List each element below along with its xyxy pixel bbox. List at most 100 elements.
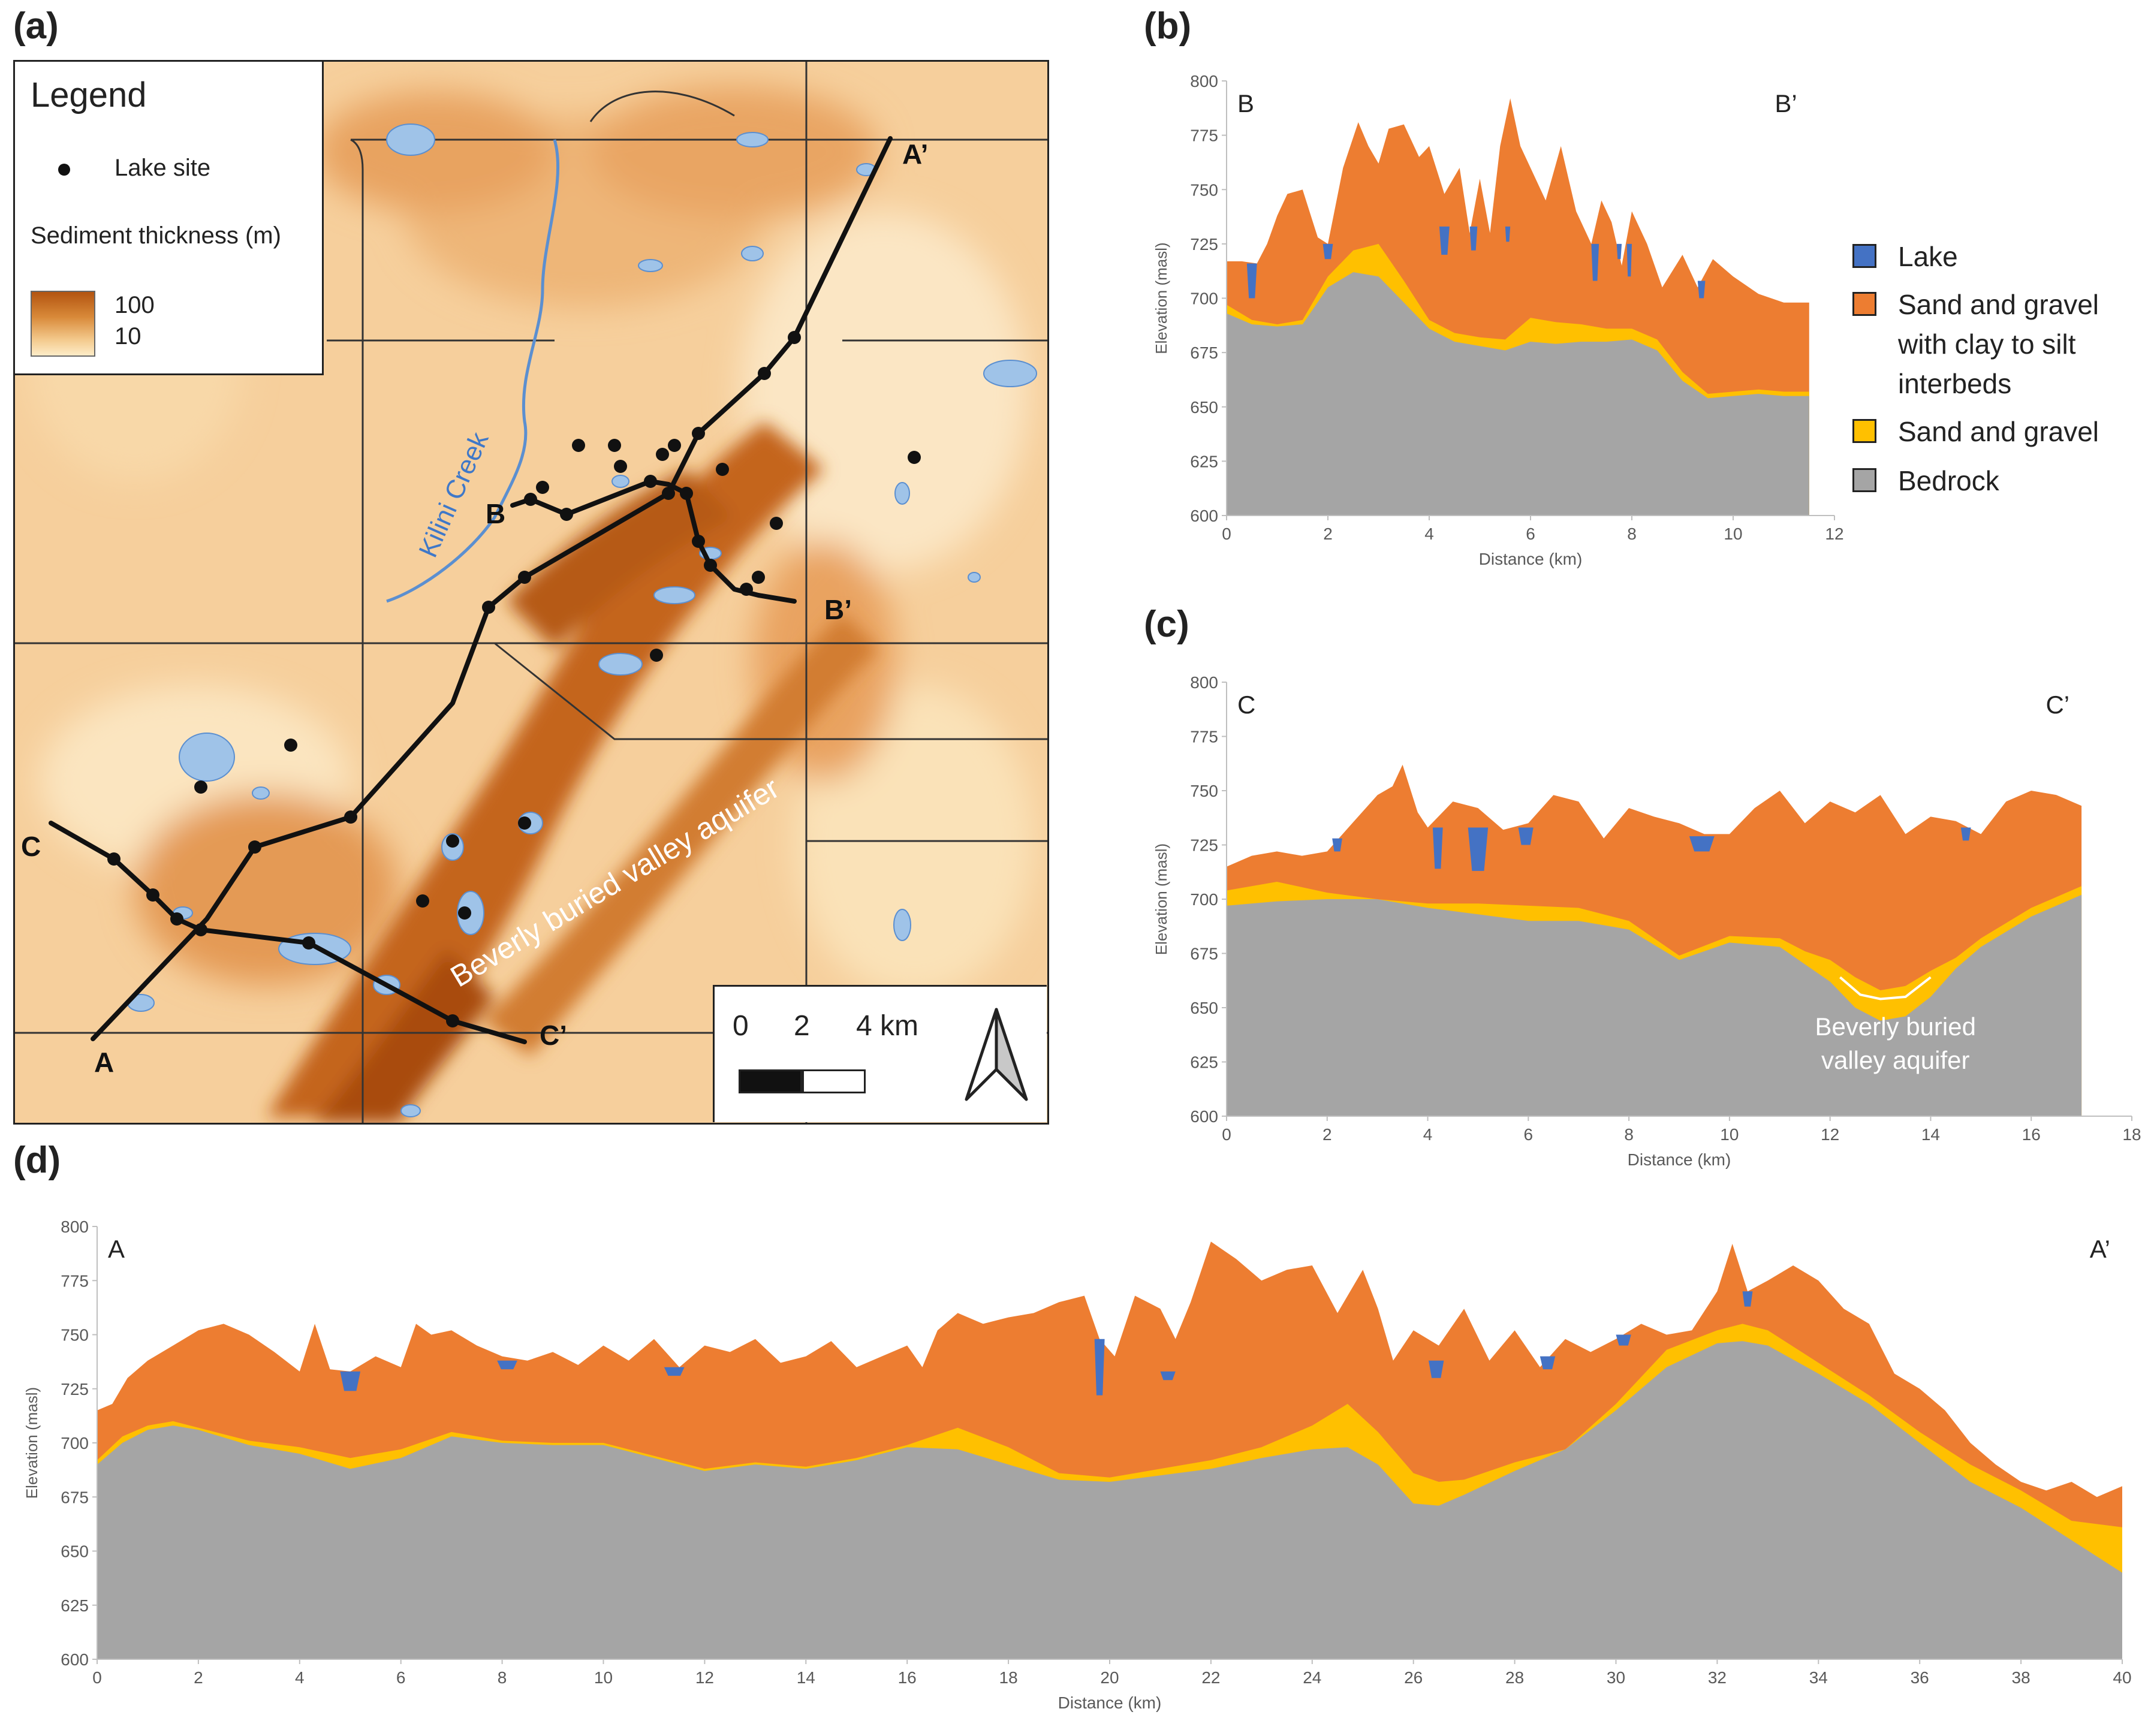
label-b-prime: B’	[824, 594, 852, 625]
x-tick-label: 18	[2122, 1125, 2141, 1144]
lake-mark-1	[497, 1360, 517, 1370]
x-tick-label: 34	[1809, 1668, 1828, 1687]
lake-mark-4	[1160, 1371, 1176, 1381]
label-b: B	[486, 498, 505, 529]
label-a: A	[94, 1047, 114, 1078]
y-axis-title: Elevation (masl)	[1152, 843, 1170, 955]
lake-sites	[107, 331, 921, 1027]
y-tick-label: 675	[61, 1488, 89, 1506]
north-arrow-icon	[965, 1008, 1028, 1101]
scale-tick-4: 4 km	[856, 1010, 919, 1042]
section-start-label: A	[108, 1235, 125, 1263]
x-tick-label: 2	[194, 1668, 203, 1687]
scale-bar-black	[739, 1069, 802, 1093]
y-tick-label: 775	[1190, 126, 1218, 145]
layer-bedrock	[1227, 272, 1809, 516]
label-a-prime: A’	[902, 138, 928, 170]
y-tick-label: 750	[61, 1326, 89, 1345]
x-tick-label: 16	[898, 1668, 917, 1687]
chart-c: 600 625 650 675 700 725 750 775 800 0 2 4 6 8 10 12 14 16…	[1152, 673, 2141, 1169]
lake-mark-8	[1742, 1291, 1753, 1307]
lake-mark-2	[1439, 226, 1450, 255]
layer-bedrock	[97, 1341, 2122, 1659]
section-end-label: B’	[1775, 89, 1797, 117]
y-tick-label: 775	[1190, 728, 1218, 746]
lake-mark-5	[1960, 827, 1971, 841]
aquifer-annotation: valley aquifer	[1821, 1046, 1969, 1074]
aquifer-outline	[1839, 976, 1932, 1000]
x-tick-label: 8	[498, 1668, 507, 1687]
panel-label-c: (c)	[1144, 604, 1189, 645]
section-start-label: B	[1237, 89, 1254, 117]
y-axis-title: Elevation (masl)	[23, 1387, 41, 1499]
y-tick-label: 800	[1190, 72, 1218, 91]
y-tick-label: 650	[1190, 398, 1218, 417]
scale-bar-white	[802, 1069, 866, 1093]
x-tick-label: 2	[1323, 525, 1333, 543]
lake-mark-0	[1332, 838, 1342, 852]
lake-mark-5	[1591, 243, 1599, 281]
bedrock-swatch	[1852, 468, 1876, 492]
x-tick-label: 4	[1423, 1125, 1433, 1144]
y-tick-label: 750	[1190, 782, 1218, 800]
x-tick-label: 22	[1201, 1668, 1220, 1687]
lake-mark-1	[1432, 827, 1443, 869]
x-tick-label: 8	[1624, 1125, 1634, 1144]
y-tick-label: 600	[61, 1650, 89, 1669]
x-tick-label: 12	[1821, 1125, 1839, 1144]
aquifer-annotation: Beverly buried	[1815, 1012, 1975, 1041]
legend-label-sand-gravel: Sand and gravel	[1898, 416, 2099, 447]
x-tick-label: 16	[2022, 1125, 2041, 1144]
y-tick-label: 625	[1190, 1053, 1218, 1072]
x-tick-label: 28	[1505, 1668, 1524, 1687]
x-tick-label: 14	[1921, 1125, 1940, 1144]
x-tick-label: 0	[1222, 525, 1231, 543]
legend-lake-site: Lake site	[115, 155, 211, 181]
y-tick-label: 700	[1190, 290, 1218, 308]
x-tick-label: 38	[2012, 1668, 2031, 1687]
legend-label-bedrock: Bedrock	[1898, 465, 1999, 496]
x-tick-label: 0	[92, 1668, 102, 1687]
y-tick-label: 600	[1190, 1107, 1218, 1126]
y-tick-label: 775	[61, 1271, 89, 1290]
lake-mark-1	[1322, 243, 1333, 260]
y-tick-label: 725	[1190, 836, 1218, 855]
x-tick-label: 10	[594, 1668, 613, 1687]
legend-high-value: 100	[115, 292, 155, 318]
lake-mark-6	[1540, 1356, 1556, 1370]
sand-gravel-swatch	[1852, 419, 1876, 443]
x-tick-label: 36	[1911, 1668, 1929, 1687]
y-axis-title: Elevation (masl)	[1152, 242, 1170, 354]
legend-label-interbeds-2: with clay to silt	[1898, 328, 2076, 360]
x-tick-label: 6	[1524, 1125, 1534, 1144]
y-tick-label: 725	[1190, 235, 1218, 254]
scale-tick-0: 0	[733, 1010, 749, 1042]
lake-mark-4	[1689, 836, 1715, 852]
x-tick-label: 12	[695, 1668, 714, 1687]
legend-low-value: 10	[115, 323, 141, 349]
x-tick-label: 10	[1724, 525, 1742, 543]
x-tick-label: 26	[1404, 1668, 1423, 1687]
legend-sediment-thickness: Sediment thickness (m)	[31, 222, 281, 249]
sediment-thickness-map: Kilini Creek Beverly buried valley aquif…	[13, 60, 1049, 1125]
legend-label-interbeds-1: Sand and gravel	[1898, 289, 2099, 320]
x-tick-label: 24	[1303, 1668, 1321, 1687]
x-tick-label: 4	[295, 1668, 305, 1687]
scale-tick-2: 2	[794, 1010, 810, 1042]
y-tick-label: 700	[1190, 890, 1218, 909]
lake-mark-5	[1429, 1360, 1444, 1378]
legend-title: Legend	[31, 76, 147, 114]
x-tick-label: 8	[1627, 525, 1637, 543]
x-tick-label: 20	[1100, 1668, 1119, 1687]
map-legend: Legend Lake site Sediment thickness (m) …	[15, 62, 324, 375]
y-tick-label: 700	[61, 1434, 89, 1452]
x-tick-label: 18	[999, 1668, 1018, 1687]
x-tick-label: 32	[1708, 1668, 1727, 1687]
y-tick-label: 800	[1190, 673, 1218, 692]
lake-mark-3	[1094, 1339, 1105, 1396]
legend-label-interbeds-3: interbeds	[1898, 368, 2012, 399]
lake-mark-6	[1616, 243, 1622, 260]
x-tick-label: 6	[1526, 525, 1535, 543]
legend-label-lake: Lake	[1898, 241, 1958, 272]
